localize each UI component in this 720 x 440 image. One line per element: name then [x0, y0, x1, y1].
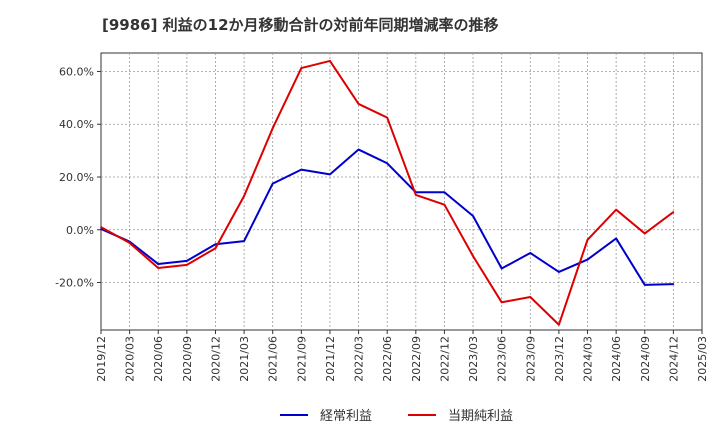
x-tick-label-14: 2023/06	[496, 336, 509, 382]
legend-label-1: 当期純利益	[448, 409, 513, 424]
legend: 経常利益 当期純利益	[280, 409, 513, 424]
x-tick-label-5: 2021/03	[238, 336, 251, 382]
series-1-point-1	[128, 242, 131, 244]
x-tick-label-6: 2021/06	[267, 336, 280, 382]
series-1-point-11	[415, 194, 417, 196]
series-0-point-14	[500, 267, 503, 270]
y-axis: 60.0% 40.0% 20.0% 0.0% -20.0%	[55, 65, 101, 290]
series-0-point-20	[672, 283, 675, 285]
x-tick-label-11: 2022/09	[410, 336, 423, 382]
series-1-point-2	[157, 267, 160, 269]
series-0-point-12	[443, 191, 446, 194]
series-0-point-10	[386, 162, 388, 165]
series-1-point-9	[357, 103, 360, 105]
chart-title: [9986] 利益の12か月移動合計の対前年同期増減率の推移	[102, 16, 499, 34]
x-tick-label-13: 2023/03	[467, 336, 480, 382]
series-1-point-19	[643, 232, 646, 235]
x-tick-label-4: 2020/12	[209, 336, 222, 382]
series-1-point-14	[500, 301, 503, 304]
series-1-point-3	[186, 264, 188, 266]
series-0-point-3	[186, 260, 188, 262]
series-1-point-10	[386, 116, 388, 119]
x-tick-label-2: 2020/06	[152, 336, 165, 382]
x-tick-label-3: 2020/09	[181, 336, 194, 382]
legend-label-0: 経常利益	[320, 409, 372, 424]
x-tick-label-16: 2023/12	[553, 336, 566, 382]
x-tick-label-9: 2022/03	[353, 336, 366, 382]
y-tick-label-2: 20.0%	[59, 171, 94, 184]
y-tick-label-4: -20.0%	[55, 277, 94, 290]
x-tick-label-20: 2024/12	[667, 336, 680, 382]
x-tick-label-12: 2022/12	[438, 336, 451, 382]
x-tick-label-0: 2019/12	[95, 336, 108, 382]
y-tick-label-1: 40.0%	[59, 118, 94, 131]
series-0-point-16	[558, 271, 560, 273]
series-1-point-0	[100, 226, 102, 228]
series-0-point-2	[157, 263, 160, 265]
x-tick-label-1: 2020/03	[124, 336, 137, 382]
series-0-point-18	[615, 237, 617, 240]
series-1-point-13	[472, 255, 474, 257]
series-0-point-4	[214, 243, 217, 246]
series-0-point-17	[586, 258, 589, 261]
x-axis: 2019/12 2020/03 2020/06 2020/09 2020/12 2021/…	[95, 330, 709, 382]
y-tick-label-0: 60.0%	[59, 65, 94, 78]
series-1-point-16	[558, 323, 560, 326]
series-1-point-6	[271, 127, 274, 129]
series-0-point-5	[243, 240, 245, 242]
x-tick-label-7: 2021/09	[295, 336, 308, 382]
series-1-point-18	[615, 208, 617, 211]
y-tick-label-3: 0.0%	[66, 224, 94, 237]
x-tick-label-8: 2021/12	[324, 336, 337, 382]
series-1-point-12	[443, 203, 446, 206]
x-tick-label-19: 2024/09	[639, 336, 652, 382]
x-tick-label-15: 2023/09	[524, 336, 537, 382]
series-1-point-20	[672, 211, 675, 213]
series-0-point-6	[271, 182, 274, 185]
series-0-point-13	[472, 215, 474, 217]
series-1-point-7	[300, 67, 303, 69]
series-0-point-19	[643, 284, 646, 286]
series-1-point-17	[586, 238, 589, 241]
series-1-point-15	[529, 296, 532, 298]
series-0-point-15	[529, 252, 532, 254]
series-0-point-7	[300, 168, 303, 171]
series-1-point-4	[214, 247, 217, 250]
series-1-point-8	[329, 60, 331, 62]
x-tick-label-21: 2025/03	[696, 336, 709, 382]
series-0-point-0	[100, 228, 102, 230]
x-tick-label-18: 2024/06	[610, 336, 623, 382]
plot-area	[100, 52, 703, 331]
series-lines	[100, 59, 675, 326]
x-tick-label-17: 2024/03	[582, 336, 595, 382]
x-tick-label-10: 2022/06	[381, 336, 394, 382]
series-0-point-8	[329, 173, 331, 176]
series-1-point-5	[243, 195, 245, 197]
series-0-point-9	[357, 148, 360, 151]
